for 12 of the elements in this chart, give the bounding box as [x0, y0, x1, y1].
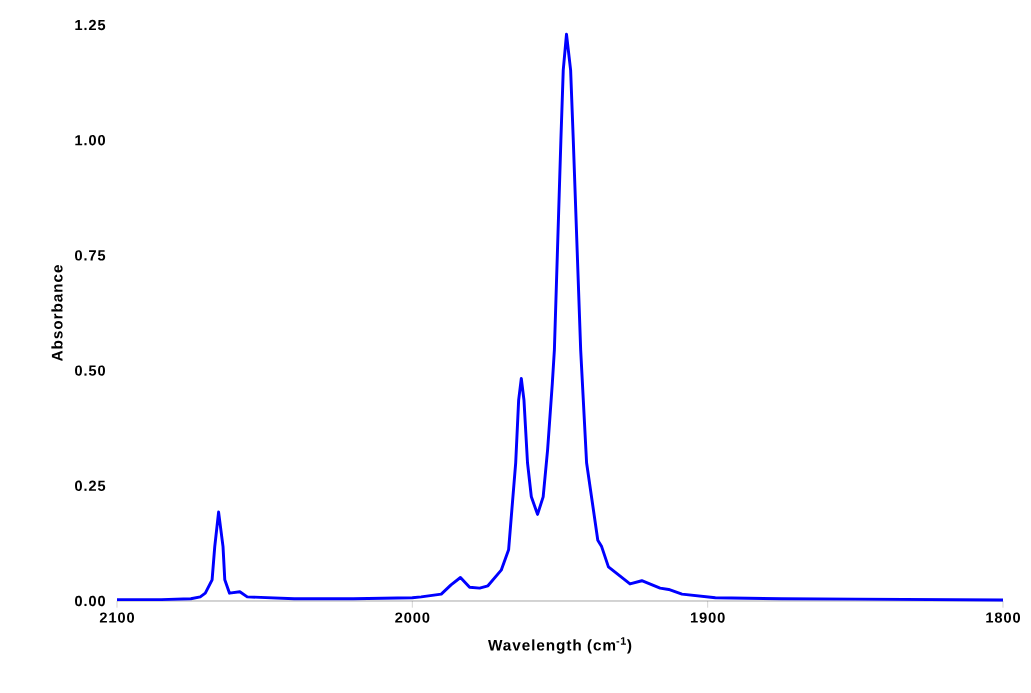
y-axis-title: Absorbance [51, 265, 63, 362]
y-tick-label: 0.75 [75, 250, 106, 261]
x-axis-title: Wavelength (cm$^{-1}$) [488, 637, 632, 654]
y-tick-label: 0.25 [75, 480, 106, 491]
x-tick-label: 1800 [986, 612, 1021, 623]
x-tick-label: 1900 [690, 612, 725, 623]
x-tick-label: 2100 [99, 612, 135, 623]
y-tick-label: 0.50 [75, 365, 105, 376]
x-tick-label: 2000 [395, 612, 430, 623]
y-tick-label: 1.00 [75, 135, 105, 146]
y-tick-label: 0.00 [75, 595, 105, 607]
y-tick-label: 1.25 [75, 19, 106, 31]
